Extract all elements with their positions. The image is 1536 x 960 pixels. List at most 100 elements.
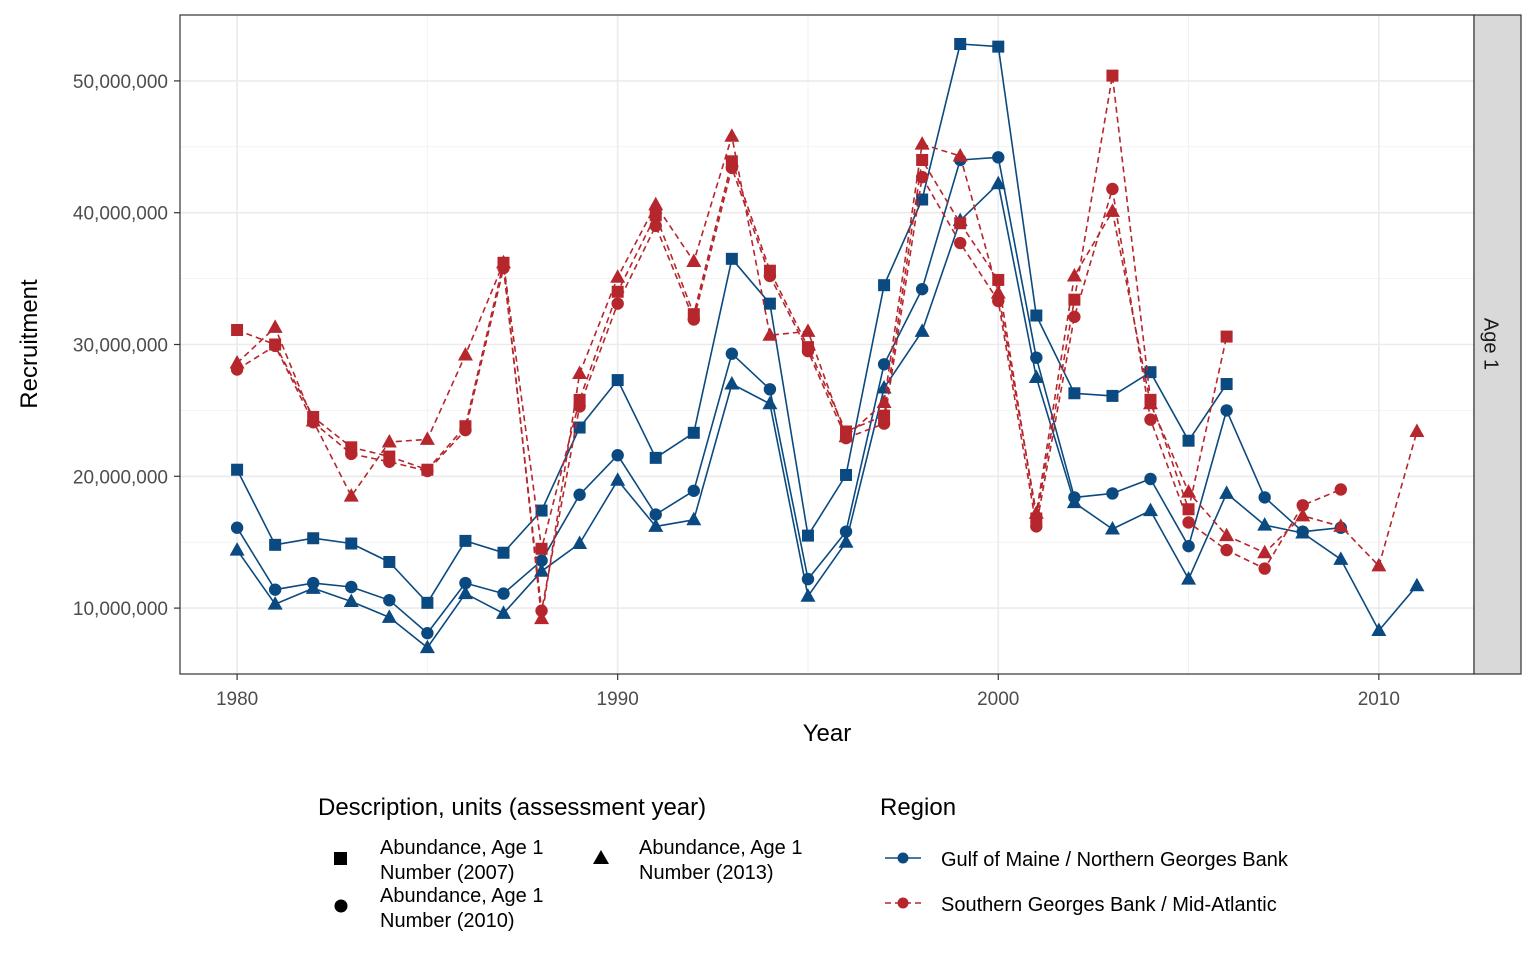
data-point-triangle [496,605,511,619]
data-point-circle [535,554,548,567]
data-point-triangle [229,354,245,369]
data-point-triangle [1333,518,1349,532]
data-point-square [611,285,624,298]
data-point-circle [877,358,891,371]
data-point-circle [725,161,739,175]
data-point-triangle [914,136,930,150]
data-point-circle [763,383,777,396]
series-line [236,167,1342,612]
data-point-square [1068,387,1081,400]
series-line [236,182,1418,649]
data-point-circle [1220,404,1233,417]
data-point-circle [268,339,282,353]
legend-item-2010-line2: Number (2010) [380,910,515,932]
data-point-triangle [1028,369,1044,383]
data-point-square [649,209,662,222]
data-point-circle [954,236,967,250]
data-point-square [1220,378,1233,391]
data-point-triangle [381,609,397,623]
data-point-triangle [496,254,511,269]
data-point-square [954,37,967,50]
data-point-triangle [229,542,245,556]
data-point-circle [345,447,358,461]
data-point-circle [1068,310,1081,324]
data-point-square [231,463,244,476]
data-point-circle [763,269,777,283]
data-point-triangle [990,285,1006,299]
data-point-square [497,546,510,559]
legend-key-square-icon [334,852,347,865]
data-point-triangle [1066,494,1082,509]
data-point-circle [611,297,624,310]
data-point-triangle [990,175,1006,190]
data-point-square [269,538,282,551]
y-tick-label: 20,000,000 [73,467,168,488]
data-point-square [231,324,244,337]
data-point-triangle [305,412,321,427]
data-point-circle [345,580,358,594]
data-point-triangle [1409,577,1425,592]
data-point-circle [687,484,700,497]
series-layer [229,37,1425,654]
data-point-triangle [762,395,778,410]
data-point-triangle [686,253,702,267]
data-point-circle [573,400,586,413]
x-tick-label: 2010 [1358,689,1400,710]
data-point-triangle [534,563,550,577]
data-point-square [687,426,700,439]
series-line [236,156,1341,634]
legend-item-2013-line2: Number (2013) [639,862,774,884]
data-point-circle [268,583,282,596]
data-point-circle [497,587,510,600]
legend-key-circle-icon [334,899,348,913]
data-point-circle [1144,413,1157,426]
data-point-circle [383,455,396,469]
data-point-circle [421,464,434,478]
data-point-circle [459,576,472,590]
data-point-square [992,40,1005,53]
series-2 [229,175,1425,654]
data-point-square [916,153,929,166]
data-point-circle [1334,483,1347,496]
data-point-triangle [1295,507,1311,522]
legend-description-title: Description, units (assessment year) [318,794,706,821]
data-point-triangle [343,593,359,608]
data-point-triangle [952,148,968,162]
data-point-square [345,537,358,550]
data-point-triangle [1219,527,1235,542]
data-point-triangle [648,518,664,532]
data-point-triangle [1066,267,1082,282]
data-point-triangle [1143,395,1158,410]
data-point-triangle [1371,557,1387,572]
data-point-square [1182,434,1195,447]
facet-strip [1473,14,1522,675]
data-point-circle [1144,472,1157,486]
legend-key-southern-marker [897,897,909,909]
data-point-square [535,542,548,555]
legend-region-gulf-label: Gulf of Maine / Northern Georges Bank [941,849,1289,871]
data-point-square [611,374,624,387]
data-point-triangle [1257,517,1273,531]
data-point-circle [915,282,929,296]
data-point-circle [1106,487,1119,500]
data-point-triangle [724,128,740,142]
data-point-circle [611,449,624,462]
legend-description: Description, units (assessment year) Abu… [318,794,802,932]
x-tick-label: 1990 [597,689,639,710]
data-point-circle [1220,543,1233,557]
y-tick-label: 30,000,000 [73,336,168,357]
data-point-triangle [838,534,854,548]
data-point-triangle [572,535,588,550]
facet-strip-label: Age 1 [1480,318,1502,370]
x-axis-title: Year [803,720,852,747]
y-axis-ticks: 10,000,000 20,000,000 30,000,000 40,000,000… [73,72,180,620]
legend-region-title: Region [880,794,956,821]
data-point-triangle [1104,203,1120,217]
data-point-triangle [572,365,588,379]
x-tick-label: 2000 [977,689,1019,710]
legend-region-southern-label: Southern Georges Bank / Mid-Atlantic [941,894,1277,916]
data-point-circle [1258,562,1271,575]
data-point-triangle [457,347,473,361]
data-point-square [1106,389,1119,402]
data-point-square [954,217,967,230]
